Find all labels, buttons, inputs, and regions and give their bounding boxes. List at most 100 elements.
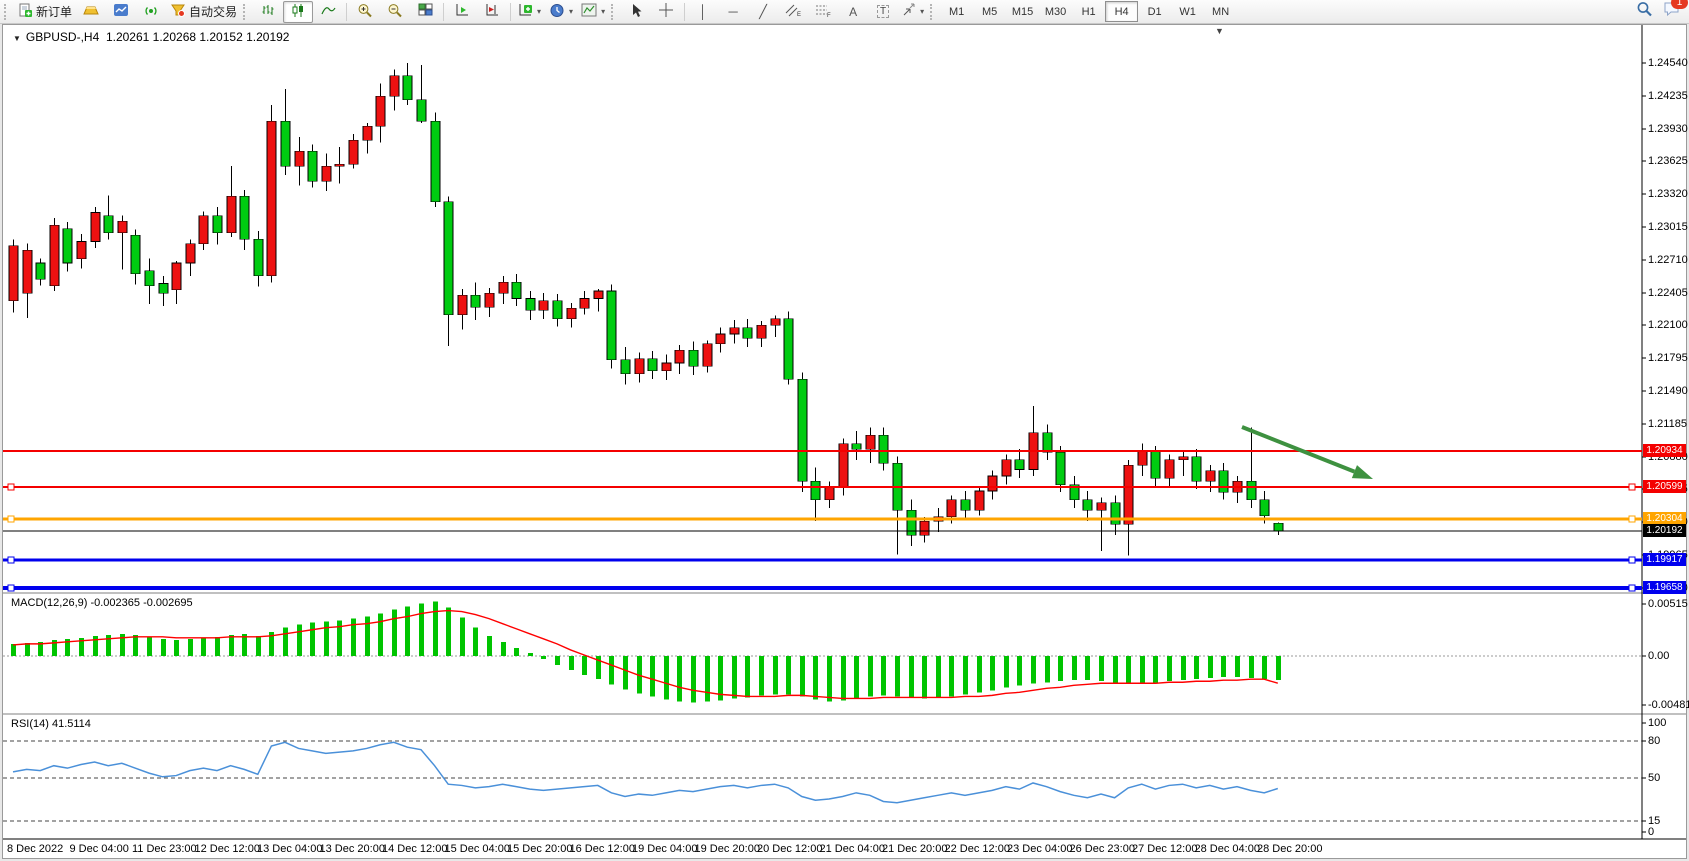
timeframe-button-W1[interactable]: W1 (1179, 5, 1196, 18)
time-axis-label: 12 Dec 12:00 (194, 843, 260, 855)
price-axis-tick: 1.22405 (1648, 287, 1688, 299)
channel-button[interactable]: E (778, 1, 808, 23)
toolbar-separator (684, 2, 686, 21)
text-label-button[interactable]: T (868, 1, 898, 23)
price-axis-tick: 1.23015 (1648, 221, 1688, 233)
signal-icon (143, 3, 159, 20)
line-chart-button[interactable] (313, 1, 343, 23)
fibonacci-button[interactable]: F (808, 1, 838, 23)
rsi-axis-tick: 50 (1648, 772, 1661, 784)
trend-arrow-annotation[interactable] (1241, 425, 1356, 474)
price-axis-tick: 1.24540 (1648, 57, 1688, 69)
indicators-button[interactable]: ▾ (514, 1, 545, 23)
signal-button[interactable] (136, 1, 166, 23)
toolbar-grip[interactable] (243, 3, 250, 20)
hline-price-label: 1.20304 (1643, 512, 1686, 525)
time-axis-label: 21 Dec 04:00 (819, 843, 885, 855)
text-button[interactable]: A (838, 1, 868, 23)
timeframe-button-M30[interactable]: M30 (1044, 5, 1067, 18)
hline-price-label: 1.20599 (1643, 480, 1686, 493)
tile-windows-button[interactable] (410, 1, 440, 23)
macd-axis-tick: 0.00515 (1648, 598, 1688, 610)
auto-trading-icon (170, 3, 186, 20)
time-axis-label: 16 Dec 12:00 (569, 843, 635, 855)
chart-upload-button[interactable] (106, 1, 136, 23)
timeframe-button-M1[interactable]: M1 (948, 5, 965, 18)
candlestick-icon (291, 3, 306, 21)
crosshair-icon (658, 2, 674, 21)
rsi-indicator-label: RSI(14) 41.5114 (11, 718, 91, 730)
bar-chart-icon (261, 3, 276, 21)
macd-indicator-label: MACD(12,26,9) -0.002365 -0.002695 (11, 597, 193, 609)
candlestick-button[interactable] (283, 0, 314, 23)
hline-price-label: 1.20192 (1643, 524, 1686, 537)
horizontal-line-icon: ─ (728, 4, 738, 19)
time-axis-label: 26 Dec 23:00 (1069, 843, 1135, 855)
chart-shift-marker-icon[interactable]: ▼ (1215, 26, 1224, 36)
time-axis-label: 28 Dec 20:00 (1257, 843, 1323, 855)
chart-window[interactable]: ▼ GBPUSD-,H4 1.20261 1.20268 1.20152 1.20… (2, 24, 1689, 859)
macd-axis-tick: 0.00 (1648, 650, 1670, 662)
timeframe-button-H1[interactable]: H1 (1081, 5, 1096, 18)
timeframe-button-M5[interactable]: M5 (981, 5, 998, 18)
zoom-out-icon (387, 3, 403, 21)
toolbar-grip[interactable] (611, 3, 618, 20)
chevron-down-icon: ▾ (537, 7, 542, 16)
tile-windows-icon (418, 3, 433, 20)
new-order-icon (18, 3, 33, 21)
indicators-icon (518, 3, 533, 20)
time-axis-label: 15 Dec 04:00 (444, 843, 510, 855)
chart-plot-area[interactable] (3, 25, 1686, 858)
time-axis-label: 9 Dec 04:00 (69, 843, 129, 855)
bar-chart-button[interactable] (253, 1, 283, 23)
chart-shift-button[interactable] (477, 1, 507, 23)
cursor-button[interactable] (621, 1, 651, 23)
search-icon[interactable] (1636, 1, 1653, 22)
shapes-button[interactable]: ▾ (898, 1, 928, 23)
chat-button[interactable]: 1 (1663, 0, 1688, 22)
timeframe-button-H4[interactable]: H4 (1105, 1, 1139, 22)
fibonacci-icon: F (815, 3, 832, 21)
trendline-icon: ╱ (759, 4, 767, 19)
toolbar-separator (346, 2, 348, 21)
auto-trading-button[interactable]: 自动交易 (166, 1, 241, 23)
chart-shift-icon (485, 3, 500, 20)
hline-price-label: 1.19658 (1643, 581, 1686, 594)
time-axis-label: 23 Dec 04:00 (1007, 843, 1073, 855)
price-axis-tick: 1.22100 (1648, 319, 1688, 331)
channel-icon: E (785, 3, 802, 21)
chevron-down-icon: ▾ (601, 7, 606, 16)
vertical-line-button[interactable]: │ (688, 1, 718, 23)
gold-button[interactable] (76, 1, 106, 23)
chart-upload-icon (113, 3, 129, 20)
notification-badge: 1 (1671, 0, 1688, 9)
toolbar-grip[interactable] (930, 3, 937, 20)
svg-text:F: F (827, 13, 831, 18)
line-chart-icon (320, 3, 336, 21)
crosshair-button[interactable] (651, 1, 681, 23)
periods-button[interactable]: ▾ (545, 1, 577, 23)
zoom-out-button[interactable] (380, 1, 410, 23)
zoom-in-button[interactable] (350, 1, 380, 23)
rsi-axis-tick: 0 (1648, 826, 1655, 838)
chart-ohlc-values: 1.20261 1.20268 1.20152 1.20192 (105, 30, 290, 44)
timeframe-button-D1[interactable]: D1 (1147, 5, 1162, 18)
timeframe-button-M15[interactable]: M15 (1011, 5, 1034, 18)
templates-button[interactable]: ▾ (577, 1, 609, 23)
toolbar-grip[interactable] (4, 3, 11, 20)
time-axis-label: 19 Dec 04:00 (632, 843, 698, 855)
price-axis-tick: 1.22710 (1648, 254, 1688, 266)
rsi-axis-tick: 100 (1648, 717, 1667, 729)
collapse-triangle-icon[interactable]: ▼ (13, 34, 21, 43)
rsi-axis-tick: 15 (1648, 815, 1661, 827)
time-axis-label: 11 Dec 23:00 (132, 843, 197, 855)
main-toolbar: 新订单 自动交易 (0, 0, 1689, 24)
auto-scroll-button[interactable] (447, 1, 477, 23)
horizontal-line-button[interactable]: ─ (718, 1, 748, 23)
new-order-label: 新订单 (36, 5, 73, 19)
timeframe-button-MN[interactable]: MN (1212, 5, 1230, 18)
trendline-button[interactable]: ╱ (748, 1, 778, 23)
new-order-button[interactable]: 新订单 (14, 1, 76, 23)
